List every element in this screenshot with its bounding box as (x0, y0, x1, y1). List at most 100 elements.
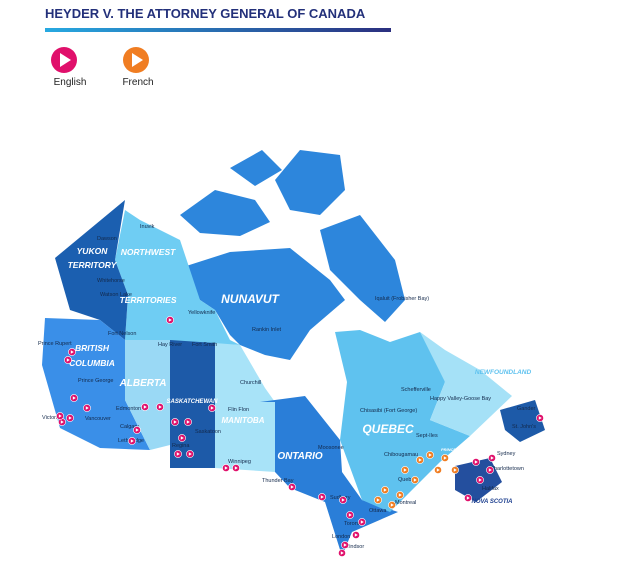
region (500, 400, 545, 442)
marker-icon (168, 318, 172, 322)
city-label: Winnipeg (228, 459, 251, 465)
city-label: Fort Nelson (108, 331, 136, 337)
region (215, 343, 275, 472)
marker-icon (474, 460, 478, 464)
city-label: London (332, 534, 350, 540)
marker-icon (72, 396, 76, 400)
marker-icon (343, 543, 347, 547)
marker-icon (68, 416, 72, 420)
marker-icon (173, 420, 177, 424)
marker-icon (188, 452, 192, 456)
region (260, 396, 398, 556)
marker-icon (354, 533, 358, 537)
marker-icon (158, 405, 162, 409)
region-label: COLUMBIA (69, 358, 115, 368)
marker-icon (443, 456, 447, 460)
city-label: Regina (172, 443, 190, 449)
marker-icon (413, 478, 417, 482)
marker-icon (143, 405, 147, 409)
region (125, 340, 170, 450)
french-button[interactable]: French (122, 47, 154, 88)
city-label: Calgary (120, 424, 139, 430)
city-label: Chisasibi (Fort George) (360, 408, 417, 414)
city-label: Sydney (497, 451, 516, 457)
marker-icon (466, 496, 470, 500)
marker-icon (70, 350, 74, 354)
marker-icon (398, 493, 402, 497)
button-label[interactable]: English (54, 77, 87, 88)
city-label: Schefferville (401, 387, 431, 393)
marker-icon (453, 468, 457, 472)
marker-icon (58, 414, 62, 418)
marker-icon (428, 453, 432, 457)
marker-icon (135, 428, 139, 432)
marker-icon (418, 458, 422, 462)
city-label: St. John's (512, 424, 536, 430)
marker-icon (210, 406, 214, 410)
city-label: Edmonton (116, 406, 141, 412)
city-label: Victoria (42, 415, 61, 421)
city-label: Rankin Inlet (252, 327, 282, 333)
city-label: Inuvik (140, 224, 155, 230)
city-label: Windsor (344, 544, 364, 550)
marker-icon (224, 466, 228, 470)
region-label: MANITOBA (222, 416, 265, 425)
marker-icon (490, 456, 494, 460)
city-label: Gander (517, 406, 536, 412)
city-label: Quebec (398, 477, 418, 483)
region (230, 150, 282, 186)
region-label: BRITISH (75, 343, 110, 353)
region-label: TERRITORY (68, 260, 118, 270)
marker-icon (383, 488, 387, 492)
region-label: ISLAND (451, 453, 466, 458)
marker-icon (436, 468, 440, 472)
city-label: Yellowknife (188, 310, 215, 316)
region-label: ONTARIO (277, 451, 323, 462)
title-underline (45, 28, 391, 32)
region-label: PRINCE EDWARD (441, 447, 475, 452)
region-label: QUEBEC (362, 422, 414, 436)
marker-icon (320, 495, 324, 499)
city-label: Ottawa (369, 508, 387, 514)
marker-icon (390, 503, 394, 507)
region (180, 248, 345, 360)
city-label: Prince George (78, 378, 113, 384)
region (180, 190, 270, 236)
region (115, 210, 240, 345)
region-label: ALBERTA (119, 378, 167, 389)
marker-icon (180, 436, 184, 440)
region-label: SASKATCHEWAN (167, 399, 219, 405)
marker-icon (60, 420, 64, 424)
page-title: HEYDER V. THE ATTORNEY GENERAL OF CANADA (45, 6, 366, 21)
region-label: TERRITORIES (120, 295, 177, 305)
button-label[interactable]: French (122, 77, 153, 88)
marker-icon (403, 468, 407, 472)
marker-icon (85, 406, 89, 410)
english-button[interactable]: English (51, 47, 86, 88)
marker-icon (538, 416, 542, 420)
region (275, 150, 345, 215)
city-label: Saskatoon (195, 429, 221, 435)
city-label: Moosonee (318, 445, 344, 451)
city-label: Whitehorse (97, 278, 125, 284)
marker-icon (130, 439, 134, 443)
region-label: NOVA SCOTIA (471, 499, 512, 505)
city-label: Iqaluit (Frobisher Bay) (375, 296, 429, 302)
city-label: Montreal (395, 500, 416, 506)
city-label: Thunder Bay (262, 478, 294, 484)
marker-icon (478, 478, 482, 482)
region (420, 332, 512, 436)
city-label: Watson Lake (100, 292, 132, 298)
marker-icon (360, 520, 364, 524)
region (320, 215, 405, 322)
city-label: Hay River (158, 342, 182, 348)
city-label: Toronto (344, 521, 362, 527)
region-label: YUKON (77, 246, 109, 256)
marker-icon (66, 358, 70, 362)
city-label: Dawson (97, 236, 117, 242)
region-label: NEWFOUNDLAND (475, 369, 532, 376)
city-label: Vancouver (85, 416, 111, 422)
region-label: NUNAVUT (221, 292, 280, 306)
city-label: Happy Valley-Goose Bay (430, 396, 491, 402)
